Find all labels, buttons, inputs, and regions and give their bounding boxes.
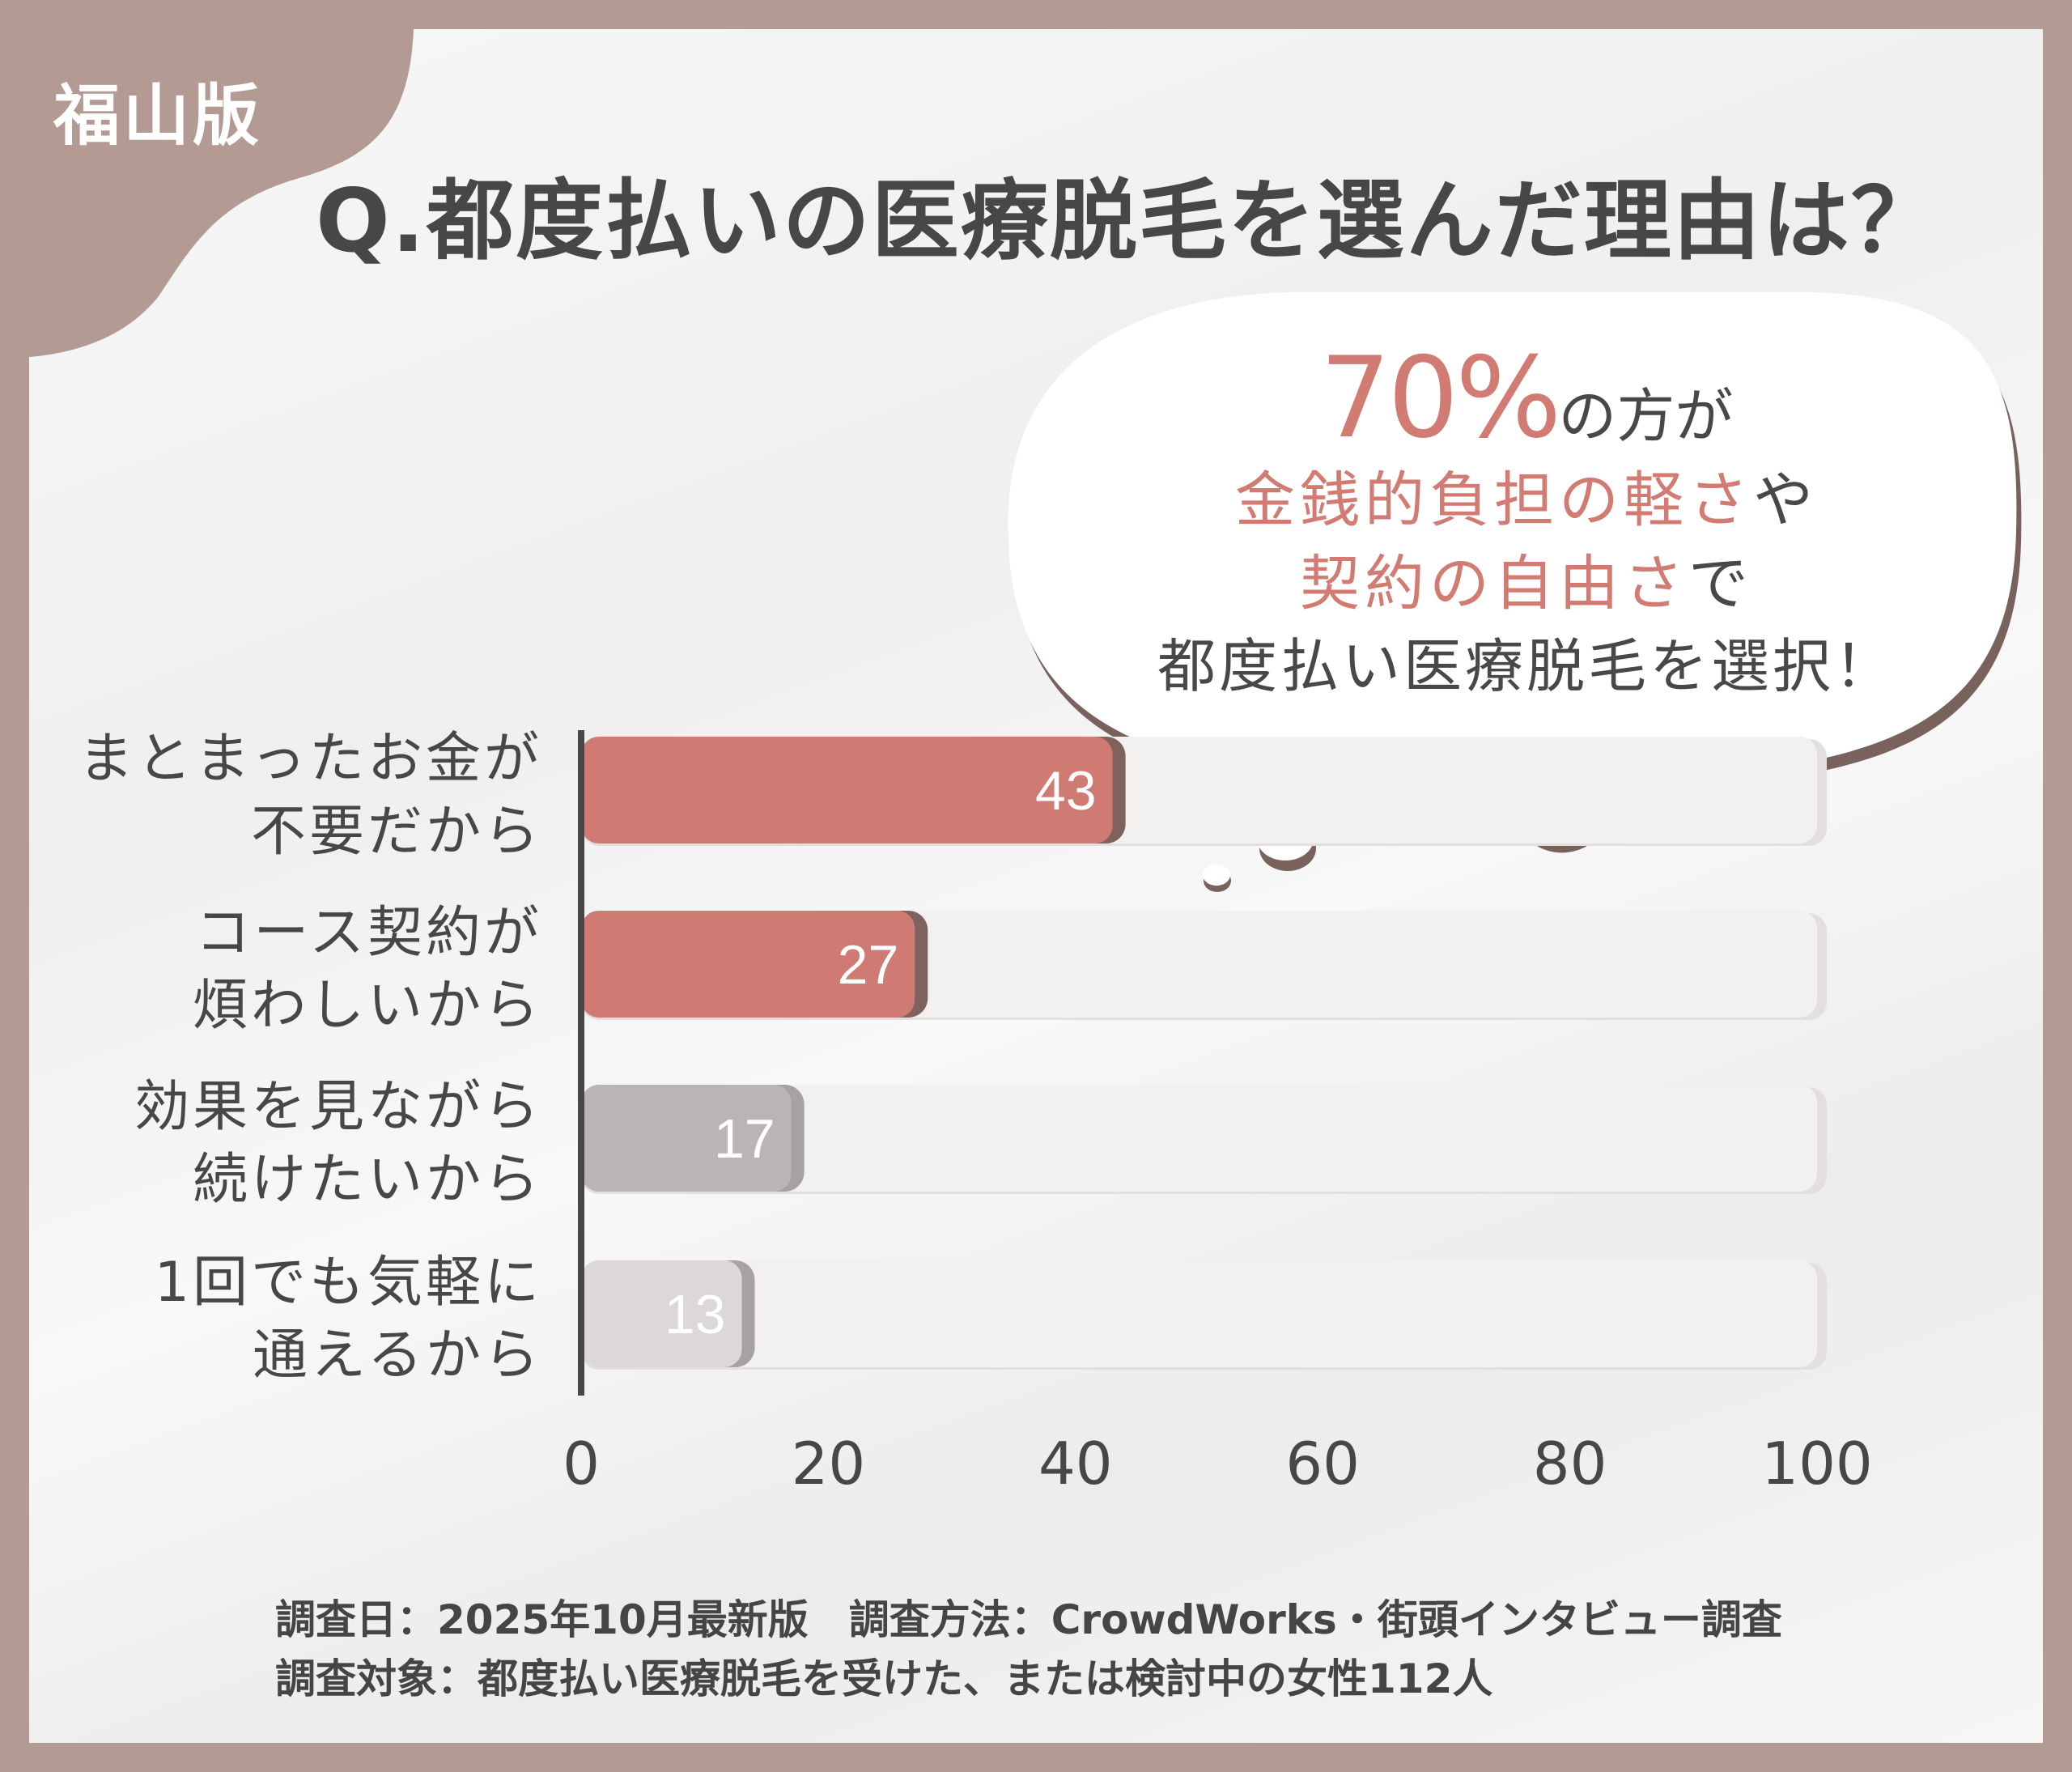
category-label: 1回でも気軽に — [155, 1251, 542, 1315]
category-label: 煩わしいから — [193, 974, 542, 1038]
callout-line-4: 都度払い医療脱毛を選択！ — [1157, 632, 1896, 700]
x-tick-label: 40 — [1038, 1430, 1113, 1498]
survey-info-line-2: 調査対象：都度払い医療脱毛を受けた、または検討中の女性112人 — [275, 1655, 1493, 1702]
bar — [581, 1260, 742, 1367]
callout-text: の方が — [1558, 382, 1734, 450]
region-badge: 福山版 — [53, 78, 263, 155]
callout-percent: 70% — [1319, 333, 1562, 463]
x-tick-label: 20 — [792, 1430, 866, 1498]
bar-track — [581, 1085, 1817, 1192]
category-label: 続けたいから — [193, 1148, 542, 1212]
x-tick-label: 100 — [1761, 1430, 1872, 1498]
bar-shadow — [581, 1260, 755, 1367]
bar-shadow — [581, 1085, 805, 1192]
bar-value-label: 13 — [664, 1284, 726, 1345]
survey-info-line-1: 調査日：2025年10月最新版 調査方法：CrowdWorks・街頭インタビュー… — [275, 1596, 1782, 1643]
infographic-panel: 福山版 Q.都度払いの医療脱毛を選んだ理由は？ 70%の方が 金銭的負担の軽さや… — [29, 29, 2043, 1743]
callout-text: や — [1753, 465, 1818, 535]
bar — [581, 1085, 792, 1192]
category-label: 通えるから — [253, 1324, 542, 1387]
x-tick-label: 80 — [1533, 1430, 1607, 1498]
callout-highlight: 契約の自由さ — [1300, 549, 1688, 618]
x-tick-label: 0 — [563, 1430, 600, 1498]
callout-text: で — [1688, 549, 1753, 618]
callout-line-2: 金銭的負担の軽さや — [1000, 452, 2043, 538]
x-tick-label: 60 — [1285, 1430, 1360, 1498]
bar-track-shadow — [581, 1263, 1827, 1370]
page-title: Q.都度払いの医療脱毛を選んだ理由は？ — [316, 171, 1940, 272]
callout-highlight: 金銭的負担の軽さ — [1235, 465, 1753, 535]
callout-line-1: 70%の方が — [1000, 333, 2043, 463]
callout-line-3: 契約の自由さで — [1000, 535, 2043, 622]
category-label: 効果を見ながら — [134, 1075, 542, 1139]
bar-track-shadow — [581, 1087, 1827, 1194]
bar-value-label: 17 — [714, 1108, 775, 1170]
corner-badge-shape — [29, 29, 414, 357]
bar-track — [581, 1260, 1817, 1367]
